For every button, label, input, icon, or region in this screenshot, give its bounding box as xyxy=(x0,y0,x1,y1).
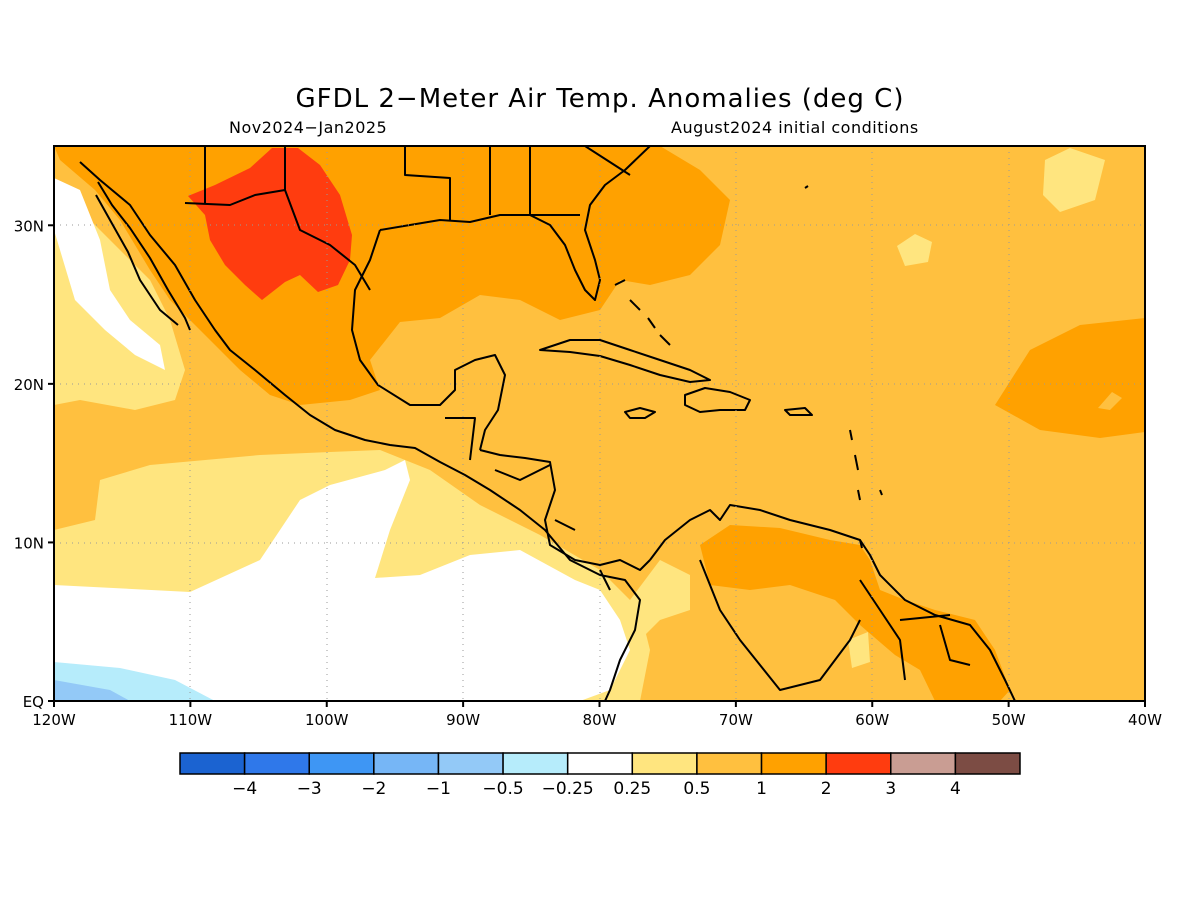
island-antilles xyxy=(804,185,883,549)
colorbar-swatch xyxy=(566,752,634,775)
island-puerto-rico xyxy=(784,407,813,416)
lon-tick-label: 100W xyxy=(305,711,349,729)
colorbar-swatch xyxy=(825,752,892,775)
colorbar-swatch xyxy=(308,752,375,775)
lon-tick-label: 60W xyxy=(855,711,889,729)
coast-us-gulf xyxy=(379,146,651,301)
field-midblue xyxy=(54,680,130,701)
colorbar-swatch xyxy=(696,752,763,775)
field-orange-venezuela xyxy=(700,525,1010,701)
lon-axis: 120W 110W 100W 90W 80W 70W 60W 50W 40W xyxy=(32,701,1162,729)
lon-tick-label: 50W xyxy=(992,711,1026,729)
initial-conditions: August2024 initial conditions xyxy=(671,118,919,137)
field-orange-atl-spot xyxy=(1098,392,1122,410)
lat-axis: EQ 10N 20N 30N xyxy=(14,217,54,711)
colorbar-label: −1 xyxy=(426,779,451,799)
colorbar-label: −4 xyxy=(232,779,257,799)
field-light-yellow-andes xyxy=(630,560,690,640)
field-light-yellow-atl1 xyxy=(1043,148,1105,212)
field-light-yellow-guiana xyxy=(848,632,870,668)
colorbar-swatch xyxy=(954,752,1021,775)
field-red-mexico xyxy=(188,148,352,300)
colorbar-swatch xyxy=(890,752,957,775)
lat-tick-label: 20N xyxy=(14,376,44,394)
colorbar-swatch xyxy=(373,752,440,775)
gridlines xyxy=(54,146,1145,701)
coast-baja xyxy=(95,181,191,331)
coast-south-america xyxy=(649,504,1016,701)
field-white-baja xyxy=(54,178,165,370)
colorbar-label: −2 xyxy=(361,779,386,799)
colorbar-label: 1 xyxy=(756,779,767,799)
colorbar-swatch xyxy=(502,752,569,775)
colorbar-label: 3 xyxy=(885,779,896,799)
forecast-period: Nov2024−Jan2025 xyxy=(229,118,388,137)
island-hispaniola xyxy=(684,387,751,413)
colorbar-swatch xyxy=(179,752,246,775)
colorbar-label: −0.25 xyxy=(542,779,594,799)
colorbar-label: 4 xyxy=(950,779,961,799)
lon-tick-label: 120W xyxy=(32,711,76,729)
lon-tick-label: 90W xyxy=(446,711,480,729)
colorbar-label: −0.5 xyxy=(482,779,523,799)
border-central-america xyxy=(445,417,611,591)
colorbar: −4 −3 −2 −1 −0.5 −0.25 0.25 0.5 1 2 3 4 xyxy=(179,752,1021,799)
colorbar-label: −3 xyxy=(297,779,322,799)
lat-tick-label: 10N xyxy=(14,534,44,552)
lat-tick-label: 30N xyxy=(14,217,44,235)
field-white-pacific xyxy=(54,460,630,701)
colorbar-label: 0.25 xyxy=(613,779,651,799)
lon-tick-label: 110W xyxy=(169,711,213,729)
colorbar-swatch xyxy=(437,752,504,775)
colorbar-swatch xyxy=(760,752,827,775)
border-us-states xyxy=(204,146,631,220)
lon-tick-label: 80W xyxy=(583,711,617,729)
island-jamaica xyxy=(624,407,656,419)
lat-tick-label: EQ xyxy=(23,693,44,711)
field-light-yellow-atl2 xyxy=(897,234,932,266)
map-title: GFDL 2−Meter Air Temp. Anomalies (deg C) xyxy=(295,84,905,114)
lon-tick-label: 70W xyxy=(719,711,753,729)
coast-caribbean-ca xyxy=(479,449,651,571)
border-south-america xyxy=(699,559,971,691)
coast-pacific xyxy=(79,161,641,701)
border-us-mexico xyxy=(184,189,371,291)
coast-gulf xyxy=(351,229,506,451)
island-bahamas xyxy=(614,279,671,346)
coastlines xyxy=(79,146,1016,701)
colorbar-swatch xyxy=(243,752,310,775)
colorbar-label: 0.5 xyxy=(683,779,710,799)
colorbar-label: 2 xyxy=(821,779,832,799)
anomaly-fill xyxy=(54,146,1145,701)
colorbar-swatch xyxy=(631,752,698,775)
lon-tick-label: 40W xyxy=(1128,711,1162,729)
